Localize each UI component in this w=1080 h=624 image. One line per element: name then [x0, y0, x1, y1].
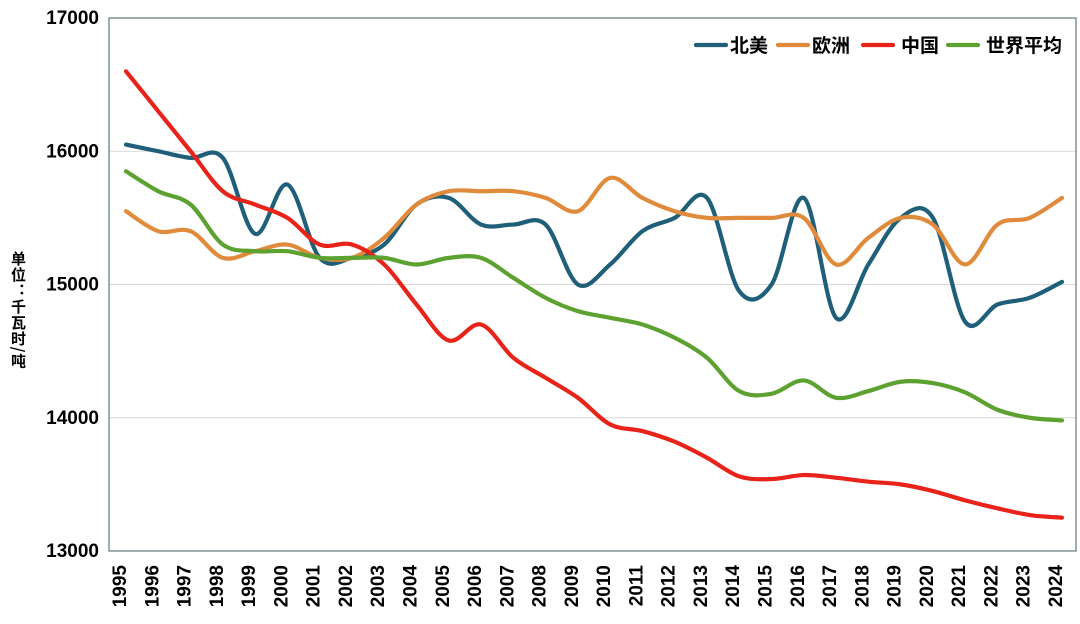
- svg-text:1999: 1999: [239, 565, 260, 607]
- svg-text:2011: 2011: [626, 565, 647, 607]
- svg-text:13000: 13000: [46, 541, 99, 562]
- svg-text:1995: 1995: [110, 565, 131, 608]
- svg-text:2008: 2008: [530, 565, 551, 607]
- svg-text:17000: 17000: [46, 8, 99, 29]
- svg-text:2015: 2015: [756, 565, 777, 608]
- svg-text:1998: 1998: [207, 565, 228, 607]
- svg-text:2007: 2007: [497, 565, 518, 607]
- svg-text:2004: 2004: [400, 565, 421, 608]
- svg-text:1997: 1997: [175, 565, 196, 607]
- svg-text:2019: 2019: [885, 565, 906, 607]
- svg-text:2022: 2022: [981, 565, 1002, 607]
- svg-text:2018: 2018: [852, 565, 873, 607]
- svg-text:2017: 2017: [820, 565, 841, 607]
- svg-text:2001: 2001: [304, 565, 325, 608]
- svg-text:2014: 2014: [723, 565, 744, 608]
- svg-text:2000: 2000: [271, 565, 292, 607]
- svg-text:2012: 2012: [659, 565, 680, 607]
- svg-text:16000: 16000: [46, 141, 99, 162]
- svg-text:2005: 2005: [433, 565, 454, 608]
- svg-text:2016: 2016: [788, 565, 809, 607]
- svg-text:2023: 2023: [1014, 565, 1035, 607]
- svg-text:2003: 2003: [368, 565, 389, 607]
- svg-text:2013: 2013: [691, 565, 712, 607]
- svg-text:欧洲: 欧洲: [812, 31, 850, 58]
- svg-text:2006: 2006: [465, 565, 486, 607]
- svg-text:中国: 中国: [901, 31, 939, 58]
- svg-text:14000: 14000: [46, 408, 99, 429]
- svg-text:2021: 2021: [949, 565, 970, 608]
- svg-text:15000: 15000: [46, 275, 99, 296]
- svg-text:2010: 2010: [594, 565, 615, 607]
- svg-text:1996: 1996: [142, 565, 163, 607]
- svg-text:2024: 2024: [1046, 565, 1067, 608]
- svg-text:世界平均: 世界平均: [986, 31, 1062, 58]
- svg-text:2020: 2020: [917, 565, 938, 607]
- svg-text:2009: 2009: [562, 565, 583, 607]
- svg-text:2002: 2002: [336, 565, 357, 607]
- svg-text:北美: 北美: [730, 31, 768, 58]
